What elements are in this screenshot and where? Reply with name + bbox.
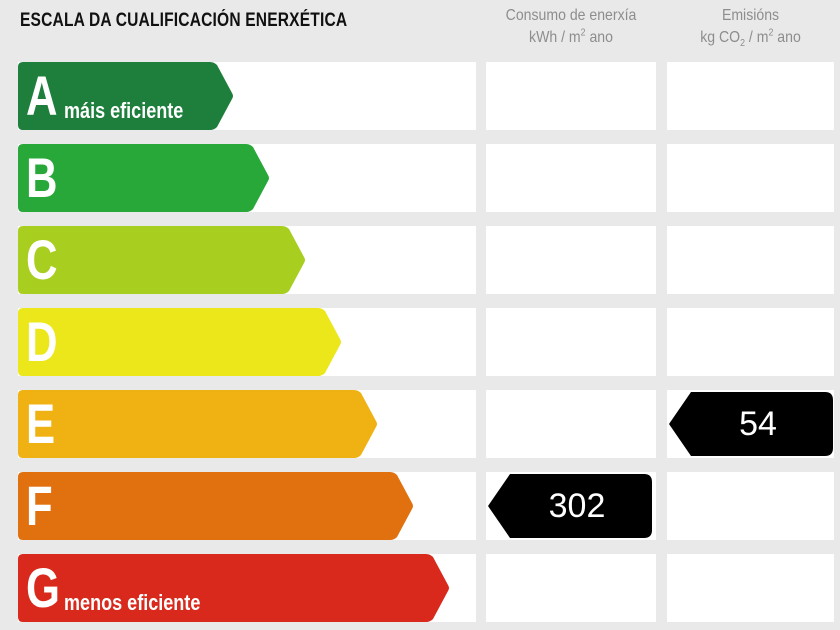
consumption-cell-f: 302 <box>486 472 656 540</box>
consumption-cell-e <box>486 390 656 458</box>
consumption-header-unit: kWh / m2 ano <box>529 27 613 46</box>
class-letter: D <box>26 310 58 373</box>
emissions-header-label: Emisións <box>721 7 780 24</box>
class-letter: E <box>26 392 56 455</box>
class-letter: B <box>26 146 58 209</box>
emissions-cell-d <box>667 308 834 376</box>
consumption-cell-a <box>486 62 656 130</box>
emissions-indicator: 54 <box>669 392 833 456</box>
emissions-cell-g <box>667 554 834 622</box>
consumption-column-header: Consumo de enerxía kWh / m2 ano <box>496 5 646 49</box>
class-letter: G <box>26 556 60 619</box>
class-bar-d: D <box>18 308 342 376</box>
consumption-cell-c <box>486 226 656 294</box>
class-bar-b: B <box>18 144 270 212</box>
consumption-indicator-value: 302 <box>548 486 606 525</box>
class-bar-f: F <box>18 472 414 540</box>
page-title: ESCALA DA CUALIFICACIÓN ENERXÉTICA <box>20 10 348 31</box>
class-label: menos eficiente <box>64 590 201 615</box>
class-letter: C <box>26 228 58 291</box>
emissions-cell-a <box>667 62 834 130</box>
class-bar-c: C <box>18 226 306 294</box>
consumption-indicator: 302 <box>488 474 652 538</box>
emissions-cell-b <box>667 144 834 212</box>
emissions-header-unit: kg CO2 / m2 ano <box>700 27 801 50</box>
emissions-cell-f <box>667 472 834 540</box>
emissions-column-header: Emisións kg CO2 / m2 ano <box>677 5 824 49</box>
class-bar-e: E <box>18 390 378 458</box>
consumption-cell-d <box>486 308 656 376</box>
emissions-cell-e: 54 <box>667 390 834 458</box>
class-label: máis eficiente <box>64 98 184 123</box>
consumption-cell-g <box>486 554 656 622</box>
emissions-indicator-value: 54 <box>739 404 777 443</box>
consumption-cell-b <box>486 144 656 212</box>
emissions-cell-c <box>667 226 834 294</box>
class-letter: A <box>26 64 58 127</box>
consumption-header-label: Consumo de enerxía <box>505 7 637 24</box>
class-letter: F <box>26 474 53 537</box>
